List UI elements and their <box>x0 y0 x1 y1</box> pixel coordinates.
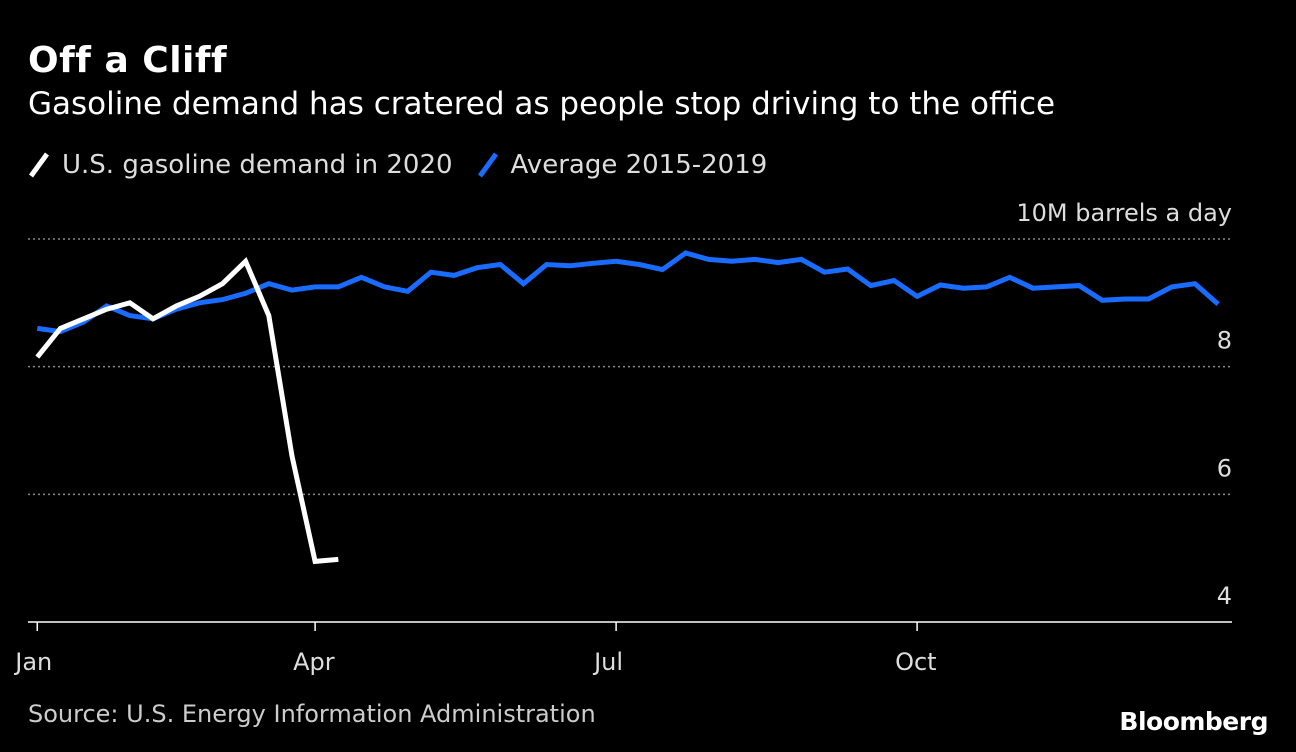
x-tick-label-apr: Apr <box>293 648 335 676</box>
axis-layer <box>28 621 1232 631</box>
bloomberg-logo: Bloomberg <box>1119 707 1268 736</box>
chart-title: Off a Cliff <box>28 40 228 81</box>
legend-label-average: Average 2015-2019 <box>510 150 768 180</box>
legend-item-2020: U.S. gasoline demand in 2020 <box>28 150 453 180</box>
line-chart: Jan Apr Jul Oct 4 6 8 10M barrels a day <box>13 199 1232 676</box>
legend-swatch-average <box>477 152 498 178</box>
x-tick-label-jul: Jul <box>592 648 623 676</box>
legend-swatch-2020 <box>28 152 50 178</box>
chart-subtitle: Gasoline demand has cratered as people s… <box>28 86 1056 122</box>
label-layer: Jan Apr Jul Oct 4 6 8 10M barrels a day <box>13 199 1232 676</box>
grid-layer <box>28 238 1232 496</box>
series-line-2020 <box>35 256 339 565</box>
source-note: Source: U.S. Energy Information Administ… <box>28 700 596 728</box>
y-tick-label-6: 6 <box>1217 454 1232 482</box>
legend: U.S. gasoline demand in 2020 Average 201… <box>28 150 791 180</box>
y-tick-label-8: 8 <box>1217 327 1232 355</box>
y-tick-label-4: 4 <box>1217 582 1232 610</box>
legend-label-2020: U.S. gasoline demand in 2020 <box>62 150 453 180</box>
legend-item-average: Average 2015-2019 <box>477 150 768 180</box>
x-tick-label-oct: Oct <box>895 648 937 676</box>
x-tick-label-jan: Jan <box>13 648 52 676</box>
series-line-average <box>36 250 1220 335</box>
y-unit-label: 10M barrels a day <box>1016 199 1232 227</box>
series-layer <box>35 250 1220 565</box>
